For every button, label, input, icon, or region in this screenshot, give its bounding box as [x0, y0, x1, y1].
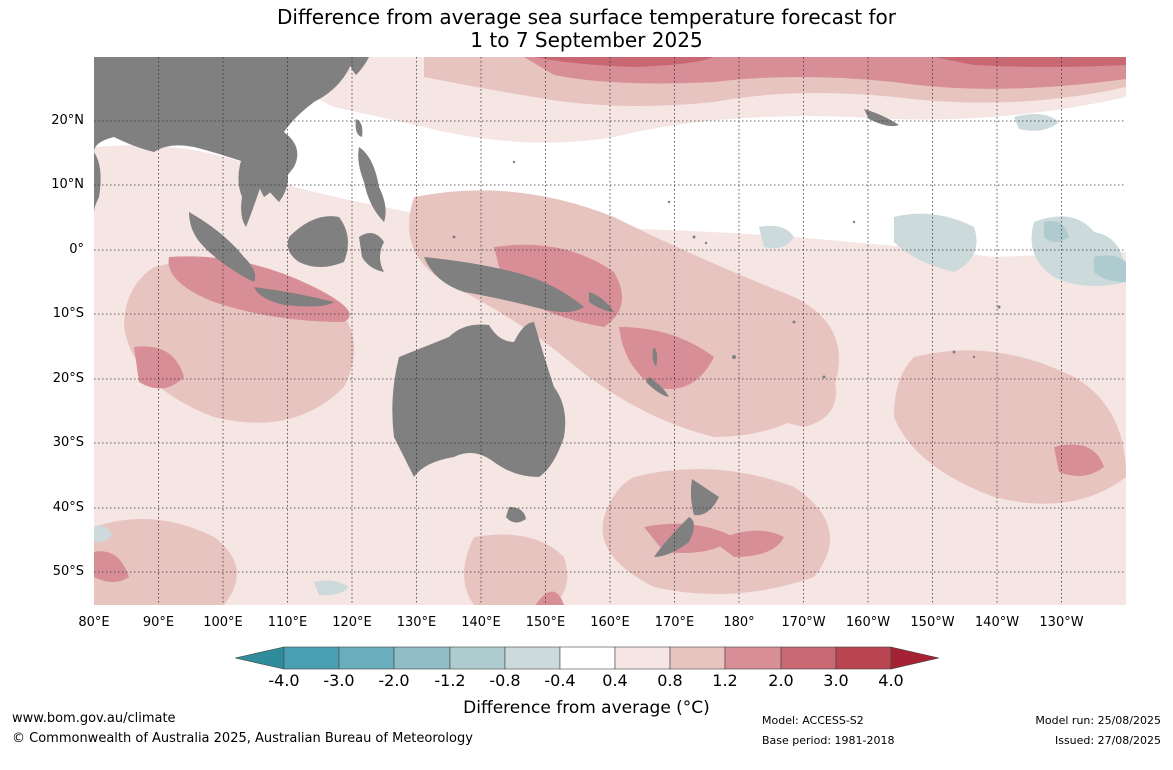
title-line-1: Difference from average sea surface temp… [276, 5, 896, 29]
asia-landmass [94, 57, 354, 197]
lon-label-100e: 100°E [203, 615, 243, 630]
lat-label-50s: 50°S [52, 564, 84, 579]
hawaii [864, 109, 899, 127]
new-zealand-north [690, 479, 719, 516]
vanuatu [652, 347, 658, 367]
colorbar-bin-9 [724, 646, 782, 670]
title-line-2: 1 to 7 September 2025 [470, 28, 703, 52]
colorbar-tick: -0.4 [544, 671, 576, 690]
pacific-islands [452, 160, 1001, 379]
colorbar-tick: 4.0 [878, 671, 904, 690]
indochina [238, 150, 288, 227]
colorbar-bin-1 [283, 646, 340, 670]
colorbar-bin-4 [449, 646, 506, 670]
lon-label-110e: 110°E [267, 615, 308, 630]
colorbar-bin-8 [669, 646, 726, 670]
colorbar-extend-low [235, 646, 285, 670]
colorbar-bin-6 [559, 646, 616, 670]
lat-label-10n: 10°N [51, 177, 84, 192]
lat-label-30s: 30°S [52, 435, 84, 450]
colorbar-bin-11 [835, 646, 892, 670]
colorbar-tick: -1.2 [434, 671, 466, 690]
lat-label-10s: 10°S [52, 306, 84, 321]
lon-label-120e: 120°E [332, 615, 372, 630]
colorbar-bin-2 [338, 646, 395, 670]
tasmania [506, 507, 526, 523]
taiwan [355, 119, 363, 137]
lat-label-0: 0° [69, 242, 84, 257]
new-caledonia [646, 377, 669, 397]
borneo [287, 216, 348, 267]
anomaly-band-cool-deeper [1044, 221, 1126, 282]
colorbar-label: Difference from average (°C) [463, 698, 710, 718]
lon-label-140w: 140°W [974, 615, 1020, 630]
lon-label-90e: 90°E [142, 615, 175, 630]
lon-label-180: 180° [723, 615, 755, 630]
java [254, 287, 334, 307]
lon-label-140e: 140°E [461, 615, 501, 630]
anomaly-band-red [534, 57, 1126, 67]
model-run-info: Model run: 25/08/2025 [1035, 714, 1161, 727]
colorbar-bin-3 [393, 646, 451, 670]
lon-label-150e: 150°E [525, 615, 566, 630]
lon-label-170e: 170°E [654, 615, 695, 630]
colorbar-bin-7 [614, 646, 671, 670]
colorbar-tick: 0.8 [657, 671, 683, 690]
new-guinea [424, 257, 584, 312]
map-title: Difference from average sea surface temp… [0, 6, 1173, 52]
footer-url: www.bom.gov.au/climate [12, 711, 176, 726]
colorbar-tick: 0.4 [602, 671, 628, 690]
lon-label-160w: 160°W [845, 615, 891, 630]
colorbar-tick: -2.0 [378, 671, 410, 690]
model-info: Model: ACCESS-S2 [762, 714, 864, 727]
colorbar-tick: -0.8 [489, 671, 521, 690]
issued-info: Issued: 27/08/2025 [1054, 734, 1161, 747]
solomon-islands [589, 292, 614, 312]
australia [392, 322, 566, 477]
footer-copyright: © Commonwealth of Australia 2025, Austra… [12, 731, 473, 746]
colorbar-bin-10 [780, 646, 837, 670]
lon-label-160e: 160°E [590, 615, 630, 630]
colorbar-tick: 2.0 [768, 671, 794, 690]
philippines [358, 147, 386, 222]
colorbar-bin-5 [504, 646, 561, 670]
india-tip [94, 152, 101, 212]
lon-label-130e: 130°E [396, 615, 437, 630]
sumatra [189, 212, 256, 282]
base-period-info: Base period: 1981-2018 [762, 734, 895, 747]
lon-label-130w: 130°W [1039, 615, 1084, 630]
colorbar-tick: -3.0 [323, 671, 355, 690]
colorbar-tick: 3.0 [823, 671, 849, 690]
graticule [94, 57, 1126, 605]
lat-label-40s: 40°S [52, 500, 84, 515]
colorbar-extend-high [890, 646, 939, 670]
lon-label-150w: 150°W [910, 615, 955, 630]
colorbar-tick: -4.0 [268, 671, 300, 690]
japan [349, 57, 369, 75]
colorbar-tick: 1.2 [712, 671, 738, 690]
sst-anomaly-map [94, 57, 1126, 605]
lat-label-20s: 20°S [52, 371, 84, 386]
lon-label-170w: 170°W [781, 615, 826, 630]
lon-label-80e: 80°E [78, 615, 110, 630]
new-zealand-south [654, 517, 694, 557]
land-masses [94, 57, 899, 557]
lat-label-20n: 20°N [51, 113, 84, 128]
colorbar [235, 646, 939, 670]
sulawesi [359, 233, 384, 272]
